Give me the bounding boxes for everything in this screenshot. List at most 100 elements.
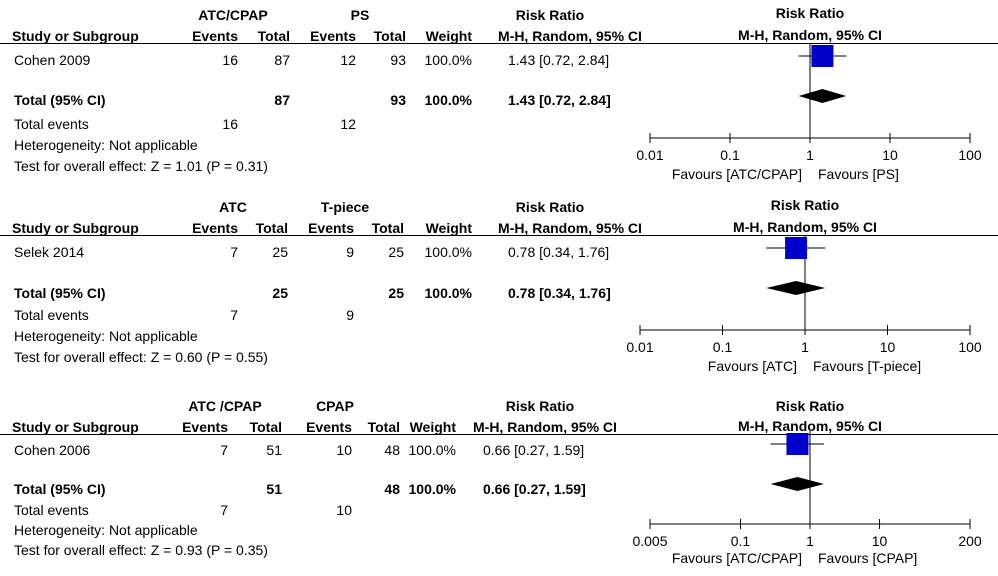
forest-plot-2: Risk Ratio M-H, Random, 95% CI 0.01 0.1 1 10 1… bbox=[626, 197, 982, 374]
col-study-header: Study or Subgroup bbox=[12, 220, 139, 236]
heterogeneity-text: Heterogeneity: Not applicable bbox=[14, 522, 198, 538]
study-exp-events: 16 bbox=[222, 52, 238, 68]
rr-header: Risk Ratio bbox=[505, 398, 575, 414]
total-ctl: 93 bbox=[390, 92, 406, 108]
col-ctl-total-header: Total bbox=[367, 419, 400, 435]
study-name: Cohen 2009 bbox=[14, 52, 91, 68]
study-exp-total: 87 bbox=[274, 52, 290, 68]
total-events-ctl: 10 bbox=[336, 502, 352, 518]
favours-left-label: Favours [ATC] bbox=[708, 358, 797, 374]
x-tick-label: 100 bbox=[958, 339, 982, 355]
study-ctl-total: 25 bbox=[388, 244, 404, 260]
study-ctl-events: 10 bbox=[336, 442, 352, 458]
study-name: Selek 2014 bbox=[14, 244, 85, 260]
col-weight-header: Weight bbox=[409, 419, 456, 435]
x-tick-label: 10 bbox=[880, 339, 896, 355]
favours-right-label: Favours [CPAP] bbox=[818, 550, 917, 566]
total-label: Total (95% CI) bbox=[14, 285, 106, 301]
x-tick-label: 0.1 bbox=[713, 339, 733, 355]
col-study-header: Study or Subgroup bbox=[12, 28, 139, 44]
study-ctl-events: 12 bbox=[340, 52, 356, 68]
x-tick-label: 0.01 bbox=[626, 339, 653, 355]
study-rr-text: 1.43 [0.72, 2.84] bbox=[508, 52, 610, 68]
x-tick-label: 1 bbox=[806, 147, 814, 163]
col-ctl-events-header: Events bbox=[306, 419, 352, 435]
heterogeneity-text: Heterogeneity: Not applicable bbox=[14, 137, 198, 153]
col-weight-header: Weight bbox=[425, 220, 472, 236]
col-exp-events-header: Events bbox=[192, 28, 238, 44]
total-label: Total (95% CI) bbox=[14, 481, 106, 497]
study-name: Cohen 2006 bbox=[14, 442, 91, 458]
col-exp-events-header: Events bbox=[192, 220, 238, 236]
total-exp: 25 bbox=[272, 285, 288, 301]
study-exp-total: 51 bbox=[266, 442, 282, 458]
favours-left-label: Favours [ATC/CPAP] bbox=[672, 166, 802, 182]
total-events-label: Total events bbox=[14, 502, 89, 518]
col-rr-method-header: M-H, Random, 95% CI bbox=[473, 419, 617, 435]
x-tick-label: 100 bbox=[958, 147, 982, 163]
col-ctl-total-header: Total bbox=[373, 28, 406, 44]
study-exp-total: 25 bbox=[272, 244, 288, 260]
x-tick-label: 0.1 bbox=[731, 533, 751, 549]
pooled-estimate-diamond bbox=[770, 477, 825, 491]
pooled-estimate-diamond bbox=[798, 89, 847, 103]
header-rule bbox=[0, 235, 998, 236]
favours-left-label: Favours [ATC/CPAP] bbox=[672, 550, 802, 566]
total-exp: 87 bbox=[274, 92, 290, 108]
x-tick-label: 0.005 bbox=[632, 533, 667, 549]
col-exp-total-header: Total bbox=[257, 28, 290, 44]
favours-right-label: Favours [T-piece] bbox=[813, 358, 921, 374]
x-tick-label: 0.01 bbox=[636, 147, 663, 163]
total-weight: 100.0% bbox=[424, 92, 472, 108]
forest-plot-1: Risk Ratio M-H, Random, 95% CI 0.01 0.1 1 10 1… bbox=[636, 5, 982, 182]
overall-effect-text: Test for overall effect: Z = 0.60 (P = 0… bbox=[14, 349, 268, 365]
rr-header: Risk Ratio bbox=[515, 7, 585, 23]
group-exp-header: ATC bbox=[219, 199, 247, 215]
col-exp-total-header: Total bbox=[249, 419, 282, 435]
favours-right-label: Favours [PS] bbox=[818, 166, 899, 182]
col-rr-method-header: M-H, Random, 95% CI bbox=[498, 220, 642, 236]
x-tick-label: 1 bbox=[806, 533, 814, 549]
total-ctl: 25 bbox=[388, 285, 404, 301]
total-rr-text: 1.43 [0.72, 2.84] bbox=[508, 92, 611, 108]
header-rule bbox=[0, 434, 998, 435]
x-tick-label: 200 bbox=[958, 533, 982, 549]
heterogeneity-text: Heterogeneity: Not applicable bbox=[14, 328, 198, 344]
total-label: Total (95% CI) bbox=[14, 92, 106, 108]
study-point-estimate bbox=[786, 433, 809, 455]
overall-effect-text: Test for overall effect: Z = 1.01 (P = 0… bbox=[14, 158, 268, 174]
plot-subtitle: M-H, Random, 95% CI bbox=[733, 219, 877, 235]
total-rr-text: 0.66 [0.27, 1.59] bbox=[483, 481, 586, 497]
x-tick-label: 10 bbox=[882, 147, 898, 163]
x-tick-label: 0.1 bbox=[720, 147, 740, 163]
x-tick-label: 10 bbox=[872, 533, 888, 549]
header-rule bbox=[0, 43, 998, 44]
total-weight: 100.0% bbox=[424, 285, 472, 301]
col-ctl-total-header: Total bbox=[371, 220, 404, 236]
plot-subtitle: M-H, Random, 95% CI bbox=[738, 27, 882, 43]
study-ctl-total: 93 bbox=[390, 52, 406, 68]
total-events-exp: 16 bbox=[222, 116, 238, 132]
plot-title: Risk Ratio bbox=[771, 197, 839, 213]
study-weight: 100.0% bbox=[408, 442, 456, 458]
total-events-ctl: 12 bbox=[340, 116, 356, 132]
study-point-estimate bbox=[811, 45, 834, 67]
total-events-label: Total events bbox=[14, 307, 89, 323]
total-rr-text: 0.78 [0.34, 1.76] bbox=[508, 285, 611, 301]
plot-subtitle: M-H, Random, 95% CI bbox=[738, 418, 882, 434]
total-ctl: 48 bbox=[384, 481, 400, 497]
x-tick-label: 1 bbox=[801, 339, 809, 355]
total-weight: 100.0% bbox=[408, 481, 456, 497]
group-exp-header: ATC/CPAP bbox=[198, 7, 268, 23]
col-rr-method-header: M-H, Random, 95% CI bbox=[498, 28, 642, 44]
col-exp-total-header: Total bbox=[255, 220, 288, 236]
study-exp-events: 7 bbox=[220, 442, 228, 458]
total-events-exp: 7 bbox=[230, 307, 238, 323]
group-ctl-header: T-piece bbox=[320, 199, 370, 215]
total-events-ctl: 9 bbox=[346, 307, 354, 323]
study-weight: 100.0% bbox=[424, 52, 472, 68]
rr-header: Risk Ratio bbox=[515, 199, 585, 215]
forest-plot-3: Risk Ratio M-H, Random, 95% CI 0.005 0.1 1 10… bbox=[632, 398, 982, 566]
plot-title: Risk Ratio bbox=[776, 5, 844, 21]
overall-effect-text: Test for overall effect: Z = 0.93 (P = 0… bbox=[14, 542, 268, 558]
